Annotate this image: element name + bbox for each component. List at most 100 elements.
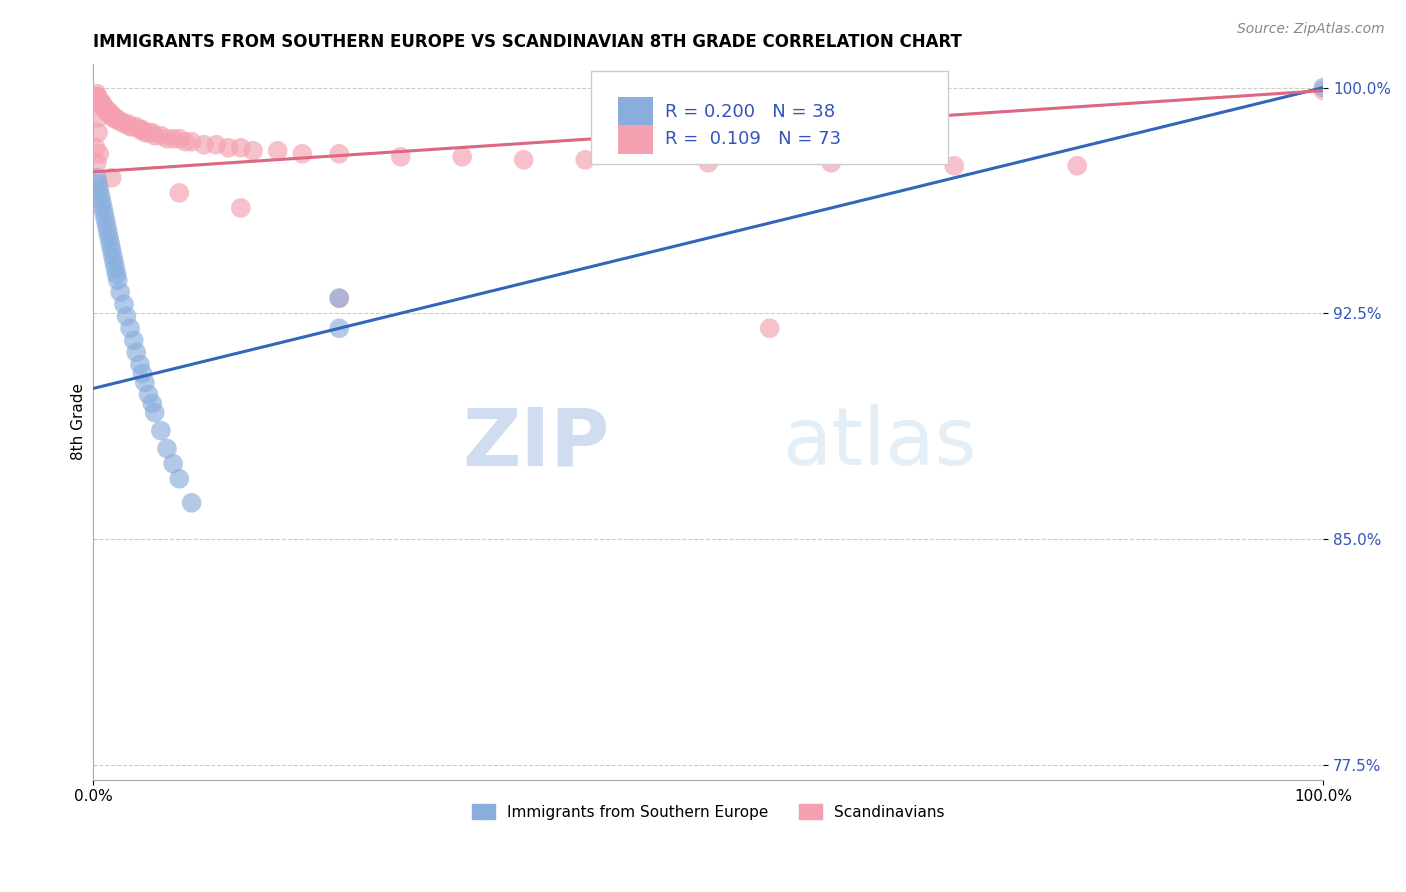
Point [242,144,264,158]
Point [86,89,108,103]
FancyBboxPatch shape [619,125,652,153]
Text: Source: ZipAtlas.com: Source: ZipAtlas.com [1237,22,1385,37]
Point [93,207,115,221]
Text: ZIP: ZIP [463,404,610,482]
Point [96,219,118,233]
Point [107,273,129,287]
Point [86,87,108,101]
Point [90,95,112,110]
Point [943,159,966,173]
Point [156,442,179,456]
Point [100,108,122,122]
Point [103,111,125,125]
Point [1066,159,1088,173]
Point [87,93,110,107]
Text: R =  0.109   N = 73: R = 0.109 N = 73 [665,130,841,148]
Point [180,135,202,149]
Point [104,111,127,125]
Point [100,237,122,252]
Point [96,104,118,119]
Point [89,95,111,110]
Point [90,194,112,209]
Point [122,334,145,348]
FancyBboxPatch shape [592,70,948,164]
Point [107,113,129,128]
Point [125,345,148,359]
Point [125,120,148,134]
Point [91,98,114,112]
Point [115,310,138,324]
Point [174,135,197,149]
Point [1312,80,1334,95]
Point [91,98,114,112]
Point [574,153,596,167]
Point [758,321,780,335]
Point [104,261,127,276]
Point [229,201,252,215]
Text: atlas: atlas [782,404,976,482]
Point [512,153,534,167]
Point [218,141,240,155]
Point [110,113,132,128]
Point [86,170,108,185]
Point [112,297,135,311]
Point [105,267,128,281]
Point [94,213,117,227]
Point [87,177,110,191]
Point [328,321,350,335]
Point [84,89,107,103]
Point [138,126,160,140]
Point [90,95,112,110]
Point [129,358,152,372]
Point [94,102,117,116]
Point [129,122,152,136]
Point [328,291,350,305]
Point [90,189,112,203]
Point [141,396,163,410]
Point [100,170,122,185]
Point [134,126,156,140]
Point [89,146,111,161]
Point [138,387,160,401]
Point [389,150,412,164]
Point [86,156,108,170]
Point [291,146,314,161]
Point [89,183,111,197]
Point [131,122,153,136]
Point [451,150,474,164]
Point [328,146,350,161]
Point [193,137,215,152]
Point [131,367,153,381]
Point [90,95,112,110]
Point [97,225,120,239]
Point [87,111,110,125]
Point [149,424,172,438]
Point [156,132,179,146]
Point [143,405,166,419]
Text: IMMIGRANTS FROM SOUTHERN EUROPE VS SCANDINAVIAN 8TH GRADE CORRELATION CHART: IMMIGRANTS FROM SOUTHERN EUROPE VS SCAND… [93,33,962,51]
Point [84,141,107,155]
Legend: Immigrants from Southern Europe, Scandinavians: Immigrants from Southern Europe, Scandin… [465,797,950,826]
Point [90,98,112,112]
Point [100,243,122,257]
Point [100,108,122,122]
Point [143,128,166,143]
Point [86,89,108,103]
Point [117,117,139,131]
Y-axis label: 8th Grade: 8th Grade [72,383,86,460]
Point [328,291,350,305]
Point [112,117,135,131]
Point [169,472,191,486]
Point [86,93,108,107]
Point [697,156,720,170]
Point [141,126,163,140]
Point [180,496,202,510]
Point [1312,84,1334,98]
Point [89,93,111,107]
Point [97,104,120,119]
Point [83,89,105,103]
Point [94,102,117,116]
Point [162,132,184,146]
Point [134,376,156,390]
Point [87,93,110,107]
